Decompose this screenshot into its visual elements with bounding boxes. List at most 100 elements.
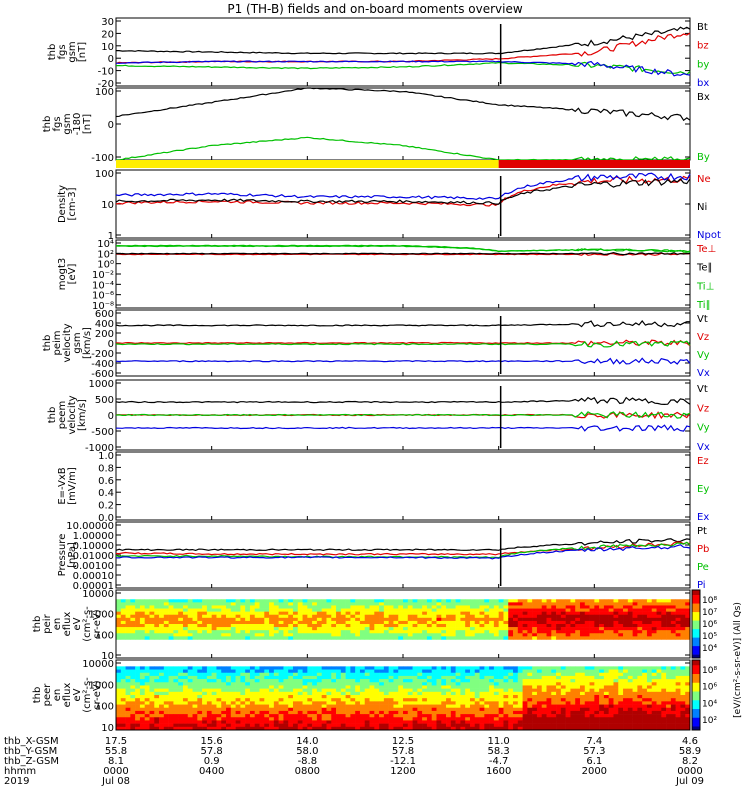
spectrogram-cell (403, 633, 409, 637)
spectrogram-cell (579, 611, 586, 616)
spectrogram-cell (469, 707, 476, 712)
spectrogram-cell (517, 633, 523, 637)
spectrogram-cell (240, 627, 246, 631)
spectrogram-cell (230, 707, 236, 712)
spectrogram-cell (608, 682, 614, 686)
spectrogram-cell (594, 624, 600, 628)
spectrogram-cell (579, 701, 586, 705)
spectrogram-cell (508, 714, 514, 718)
spectrogram-cell (173, 691, 179, 696)
spectrogram-cell (388, 605, 394, 609)
spectrogram-cell (479, 614, 485, 619)
spectrogram-cell (422, 605, 428, 609)
spectrogram-cell (417, 611, 423, 616)
spectrogram-cell (216, 633, 222, 637)
spectrogram-cell (570, 701, 576, 705)
spectrogram-cell (221, 704, 227, 709)
spectrogram-cell (163, 633, 169, 637)
spectrogram-cell (517, 666, 523, 670)
x-tick-label: 0.9 (204, 756, 220, 767)
spectrogram-cell (345, 704, 351, 709)
spectrogram-cell (221, 701, 227, 705)
spectrogram-cell (383, 602, 389, 606)
spectrogram-cell (661, 636, 667, 640)
spectrogram-cell (116, 710, 122, 715)
spectrogram-cell (599, 608, 605, 612)
y-axis-label: eflux (62, 683, 73, 708)
spectrogram-cell (168, 602, 174, 606)
spectrogram-cell (627, 688, 633, 693)
spectrogram-cell (441, 608, 447, 612)
spectrogram-cell (680, 720, 686, 724)
spectrogram-cell (125, 614, 131, 619)
legend-label: Vx (697, 368, 710, 379)
spectrogram-cell (221, 602, 227, 606)
spectrogram-cell (163, 627, 169, 631)
spectrogram-cell (412, 614, 418, 619)
spectrogram-cell (527, 679, 533, 683)
spectrogram-cell (403, 685, 409, 689)
spectrogram-cell (144, 675, 150, 680)
spectrogram-cell (245, 608, 251, 612)
spectrogram-cell (316, 698, 322, 702)
spectrogram-cell (159, 701, 165, 705)
spectrogram-cell (307, 698, 313, 702)
spectrogram-cell (594, 666, 600, 670)
spectrogram-cell (522, 704, 528, 709)
spectrogram-cell (479, 617, 485, 622)
spectrogram-cell (532, 624, 538, 628)
spectrogram-cell (340, 701, 346, 705)
spectrogram-cell (340, 710, 346, 715)
spectrogram-cell (579, 723, 586, 728)
spectrogram-cell (355, 682, 361, 686)
spectrogram-cell (613, 617, 619, 622)
spectrogram-cell (197, 726, 203, 731)
spectrogram-cell (403, 599, 409, 603)
spectrogram-cell (178, 695, 184, 699)
y-axis-label: thb (47, 44, 58, 61)
spectrogram-cell (216, 602, 222, 606)
spectrogram-cell (221, 630, 227, 634)
spectrogram-cell (484, 627, 490, 631)
spectrogram-cell (675, 624, 681, 628)
spectrogram-cell (594, 672, 600, 677)
spectrogram-cell (350, 672, 356, 677)
spectrogram-cell (292, 710, 299, 715)
spectrogram-cell (431, 599, 437, 603)
spectrogram-cell (513, 624, 519, 628)
spectrogram-cell (570, 669, 576, 674)
spectrogram-cell (417, 695, 423, 699)
spectrogram-cell (685, 669, 691, 674)
spectrogram-cell (355, 666, 361, 670)
spectrogram-cell (245, 627, 251, 631)
spectrogram-cell (163, 672, 169, 677)
spectrogram-cell (345, 726, 351, 731)
spectrogram-cell (307, 682, 313, 686)
spectrogram-cell (680, 714, 686, 718)
spectrogram-cell (675, 630, 681, 634)
spectrogram-cell (135, 633, 141, 637)
spectrogram-cell (603, 723, 609, 728)
spectrogram-cell (374, 682, 380, 686)
spectrogram-cell (599, 691, 605, 696)
spectrogram-cell (666, 669, 672, 674)
spectrogram-cell (269, 723, 275, 728)
spectrogram-cell (364, 599, 370, 603)
spectrogram-cell (489, 675, 495, 680)
spectrogram-cell (379, 608, 385, 612)
spectrogram-cell (498, 685, 504, 689)
spectrogram-cell (254, 669, 260, 674)
spectrogram-cell (436, 695, 442, 699)
spectrogram-cell (259, 710, 265, 715)
spectrogram-cell (666, 627, 672, 631)
spectrogram-cell (187, 707, 193, 712)
spectrogram-cell (675, 636, 681, 640)
spectrogram-cell (469, 672, 476, 677)
spectrogram-cell (479, 627, 485, 631)
spectrogram-cell (613, 710, 619, 715)
spectrogram-cell (388, 704, 394, 709)
spectrogram-cell (211, 608, 217, 612)
spectrogram-cell (182, 685, 189, 689)
spectrogram-cell (374, 685, 380, 689)
spectrogram-cell (603, 682, 609, 686)
